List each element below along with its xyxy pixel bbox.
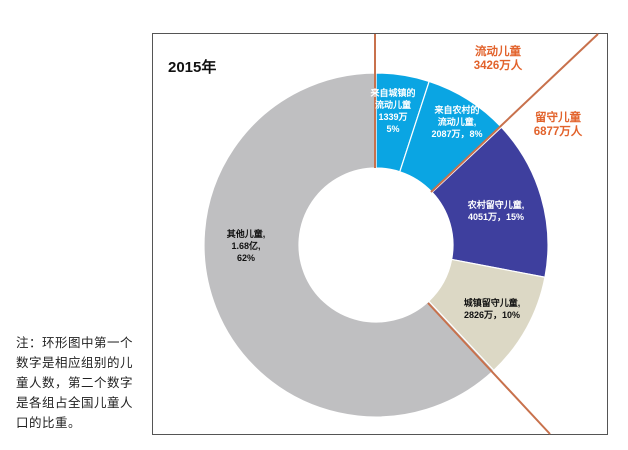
chart-note: 注：环形图中第一个数字是相应组别的儿童人数，第二个数字是各组占全国儿童人口的比重… [16, 335, 134, 430]
divider-line-bottom [427, 302, 551, 435]
slice-label-line: 1.68亿, [231, 240, 260, 251]
chart-title: 2015年 [168, 58, 216, 76]
group-annotation-line: 流动儿童 [475, 44, 521, 58]
slice-label-1: 来自农村的流动儿童, 2087万，8% [431, 104, 482, 139]
group-annotation-line: 3426万人 [474, 58, 523, 72]
slice-label-4: 其他儿童, 1.68亿, 62% [227, 228, 266, 263]
divider-line-diagonal [430, 33, 599, 193]
slice-label-2: 农村留守儿童, 4051万，15% [467, 199, 525, 222]
slice-label-line: 2087万，8% [431, 129, 482, 139]
slice-label-line: 城镇留守儿童, [464, 297, 521, 308]
slice-label-line: 4051万，15% [468, 212, 524, 222]
slice-2 [431, 126, 549, 278]
slice-4 [203, 72, 495, 418]
group-annotation-0: 流动儿童 3426万人 [474, 44, 523, 72]
slice-label-line: 流动儿童 [375, 99, 411, 110]
slice-label-line: 5% [386, 124, 399, 134]
slice-label-0: 来自城镇的流动儿童 1339万 5% [369, 87, 415, 134]
group-annotation-line: 留守儿童 [535, 110, 581, 124]
slice-label-line: 其他儿童, [227, 228, 266, 239]
slice-label-line: 来自农村的 [433, 104, 479, 115]
group-annotation-line: 6877万人 [534, 124, 583, 138]
slice-label-line: 流动儿童, [438, 116, 477, 127]
group-annotation-1: 留守儿童 6877万人 [534, 110, 583, 138]
slice-label-line: 2826万，10% [464, 310, 520, 320]
slice-label-3: 城镇留守儿童, 2826万，10% [464, 297, 521, 320]
slice-label-line: 来自城镇的 [369, 87, 415, 98]
slice-label-line: 62% [237, 253, 255, 263]
slice-label-line: 1339万 [378, 112, 407, 122]
slice-label-line: 农村留守儿童, [467, 199, 525, 210]
